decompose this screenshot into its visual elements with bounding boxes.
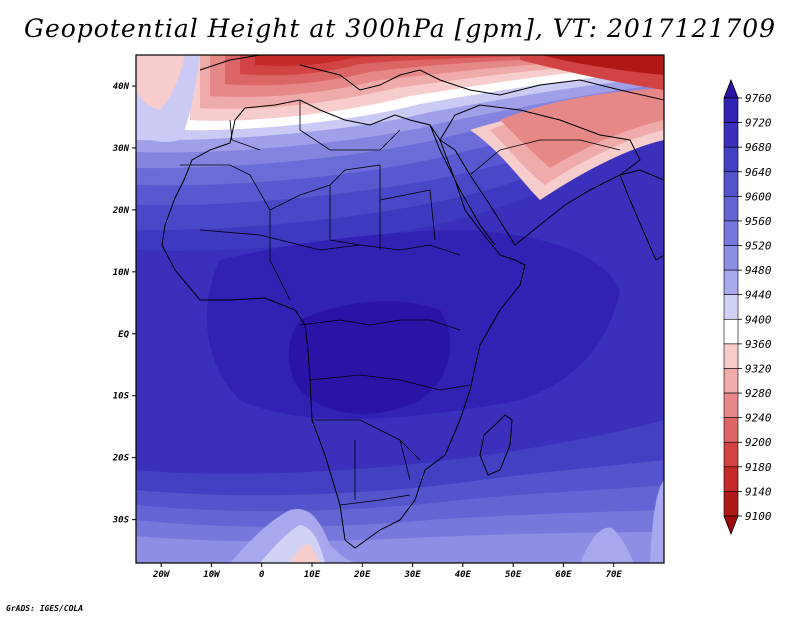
colorbar-tick-label: 9180 [745, 461, 772, 474]
africa-coastline [161, 99, 526, 549]
madagascar-coastline [479, 414, 513, 476]
contour-band [290, 544, 320, 563]
colorbar-swatch [723, 417, 739, 443]
lon-axis: 20W 10W 0 10E 20E 30E 40E 50E 60E 70E [152, 563, 622, 580]
lat-tick-label: EQ [118, 330, 129, 340]
lon-tick-label: 70E [606, 570, 623, 580]
colorbar-tick-label: 9280 [745, 387, 772, 400]
colorbar-swatch [723, 441, 739, 468]
lon-tick-label: 60E [555, 570, 572, 580]
colorbar-swatch [723, 343, 739, 369]
colorbar-swatch [723, 97, 739, 123]
europe-coastline [199, 55, 664, 101]
colorbar-tick-label: 9100 [745, 510, 772, 523]
country-border [469, 139, 621, 176]
colorbar-swatch [723, 491, 739, 517]
lon-tick-label: 20E [353, 570, 371, 580]
lon-tick-label: 30E [403, 570, 421, 580]
colorbar-swatch [723, 392, 739, 418]
colorbar-tick-label: 9200 [745, 436, 772, 449]
credit-text: GrADS: IGES/COLA [6, 604, 84, 613]
country-border [229, 100, 401, 151]
contour-band [240, 55, 664, 76]
contour-band [540, 55, 664, 75]
red-sea-coastline [429, 124, 496, 246]
contour-band [650, 480, 664, 563]
lat-axis: 40N 30N 20N 10N EQ 10S 20S 30S [112, 82, 136, 526]
colorbar-tick-label: 9480 [745, 264, 772, 277]
lat-tick-label: 40N [113, 82, 130, 92]
country-border [312, 419, 421, 500]
colorbar-tick-label: 9240 [745, 412, 772, 425]
colorbar-swatch [723, 318, 739, 345]
plot-frame [135, 54, 665, 564]
lat-tick-label: 20S [112, 454, 130, 464]
colorbar-tick-label: 9440 [745, 289, 772, 302]
colorbar-swatch [723, 171, 739, 197]
colorbar-tick-label: 9560 [745, 215, 772, 228]
lat-tick-label: 10S [113, 392, 130, 402]
colorbar-tick-label: 9140 [745, 485, 772, 498]
lat-tick-label: 10N [113, 268, 130, 278]
country-border [309, 374, 471, 391]
colorbar-swatch [723, 368, 739, 394]
contour-band [288, 301, 451, 414]
colorbar-swatch [723, 245, 739, 271]
contour-band [580, 527, 634, 563]
lon-tick-label: 50E [505, 570, 522, 580]
country-border [339, 494, 411, 506]
india-coastline [619, 169, 664, 261]
colorbar-tick-label: 9680 [745, 141, 772, 154]
lat-tick-label: 30N [112, 144, 130, 154]
country-border [180, 164, 431, 211]
colorbar-tick-label: 9360 [745, 338, 772, 351]
contour-band [255, 55, 400, 66]
colorbar-swatch [723, 146, 739, 173]
country-border [299, 319, 461, 331]
colorbar-swatch [723, 196, 739, 222]
colorbar-top-arrow [723, 78, 739, 99]
colorbar-swatch [723, 220, 739, 246]
colorbar-tick-label: 9320 [745, 362, 772, 375]
lat-tick-label: 30S [112, 516, 130, 526]
lon-tick-label: 10W [203, 570, 221, 580]
colorbar-swatch [723, 466, 739, 492]
height-field [136, 55, 664, 563]
lon-tick-label: 40E [455, 570, 472, 580]
colorbar-tick-label: 9760 [745, 92, 772, 105]
colorbar-tick-label: 9400 [745, 313, 772, 326]
coastlines [161, 55, 664, 549]
colorbar-bottom-arrow [723, 515, 739, 536]
lon-tick-label: 0 [259, 570, 265, 580]
colorbar-tick-label: 9520 [745, 240, 772, 253]
colorbar-tick-label: 9600 [745, 190, 772, 203]
colorbar-tick-label: 9720 [745, 117, 772, 130]
lon-tick-label: 20W [152, 570, 171, 580]
chart-title: Geopotential Height at 300hPa [gpm], VT:… [23, 14, 777, 43]
lon-tick-label: 10E [304, 570, 321, 580]
colorbar-swatch [723, 269, 739, 296]
colorbar-swatch [723, 294, 739, 320]
colorbar: 9760 9720 9680 9640 9600 9560 9520 9480 9440 9400… [723, 78, 772, 536]
colorbar-tick-label: 9640 [745, 166, 772, 179]
country-border [269, 185, 436, 301]
lat-tick-label: 20N [112, 206, 130, 216]
contour-band [136, 55, 185, 110]
colorbar-swatch [723, 122, 739, 148]
country-borders [180, 100, 621, 506]
